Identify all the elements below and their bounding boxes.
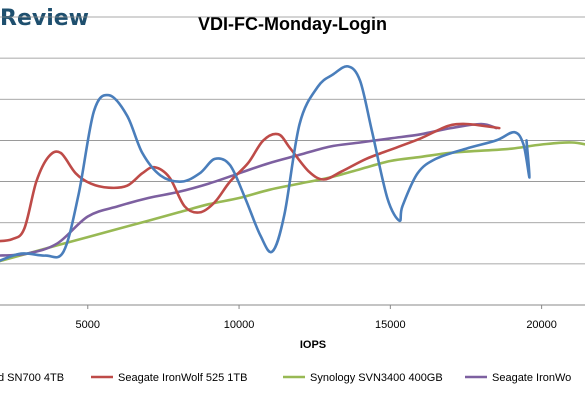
legend: d SN700 4TB Seagate IronWolf 525 1TB Synol… <box>0 372 571 384</box>
series-line-0 <box>0 64 531 263</box>
x-axis-label: IOPS <box>300 339 326 351</box>
legend-label-2: Synology SVN3400 400GB <box>310 372 443 384</box>
series-line-3 <box>0 122 498 257</box>
brand-logo-text: Review <box>0 6 89 31</box>
chart-title: VDI-FC-Monday-Login <box>0 14 585 35</box>
x-tick-label-1: 10000 <box>224 319 255 331</box>
gridlines <box>0 16 585 265</box>
chart-title-text: VDI-FC-Monday-Login <box>198 14 387 34</box>
x-tick-label-2: 15000 <box>375 319 406 331</box>
series-line-2 <box>0 141 585 263</box>
series-lines <box>0 64 585 263</box>
x-ticks: 5000 10000 15000 20000 <box>76 305 557 331</box>
legend-label-3: Seagate IronWo <box>492 372 571 384</box>
x-tick-label-3: 20000 <box>526 319 557 331</box>
x-tick-label-0: 5000 <box>76 319 100 331</box>
series-line-1 <box>0 122 501 243</box>
legend-label-1: Seagate IronWolf 525 1TB <box>118 372 247 384</box>
legend-label-0: d SN700 4TB <box>0 372 64 384</box>
